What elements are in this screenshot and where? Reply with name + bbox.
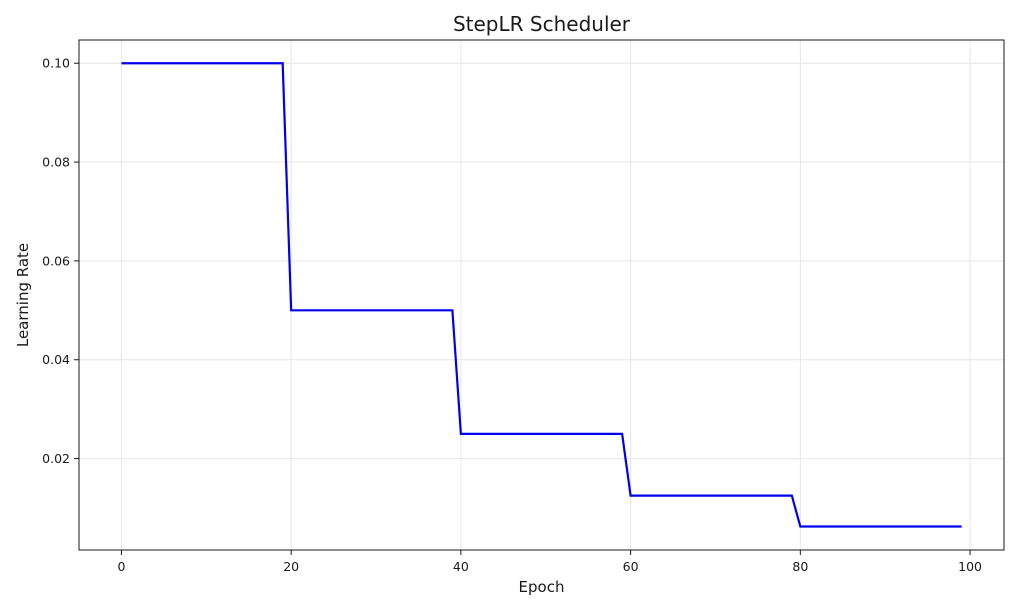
y-tick-label: 0.02 (42, 451, 70, 466)
x-axis-label: Epoch (519, 578, 565, 596)
x-tick-label: 0 (117, 559, 125, 574)
x-tick-label: 40 (453, 559, 469, 574)
tick-layer: 0 20 40 60 80 100 0.02 0.04 0.06 0.08 0.10 (42, 56, 982, 574)
y-axis-label: Learning Rate (14, 243, 32, 347)
y-tick-label: 0.04 (42, 352, 70, 367)
series-line (121, 62, 962, 528)
x-tick-label: 20 (283, 559, 299, 574)
x-tick-label: 60 (623, 559, 639, 574)
grid-layer (79, 40, 1004, 550)
series-layer (121, 62, 962, 528)
y-tick-label: 0.10 (42, 56, 70, 71)
x-tick-label: 80 (792, 559, 808, 574)
y-tick-label: 0.08 (42, 155, 70, 170)
chart-title: StepLR Scheduler (453, 12, 631, 36)
plot-frame (78, 39, 1005, 551)
x-tick-label: 100 (958, 559, 982, 574)
y-tick-label: 0.06 (42, 253, 70, 268)
